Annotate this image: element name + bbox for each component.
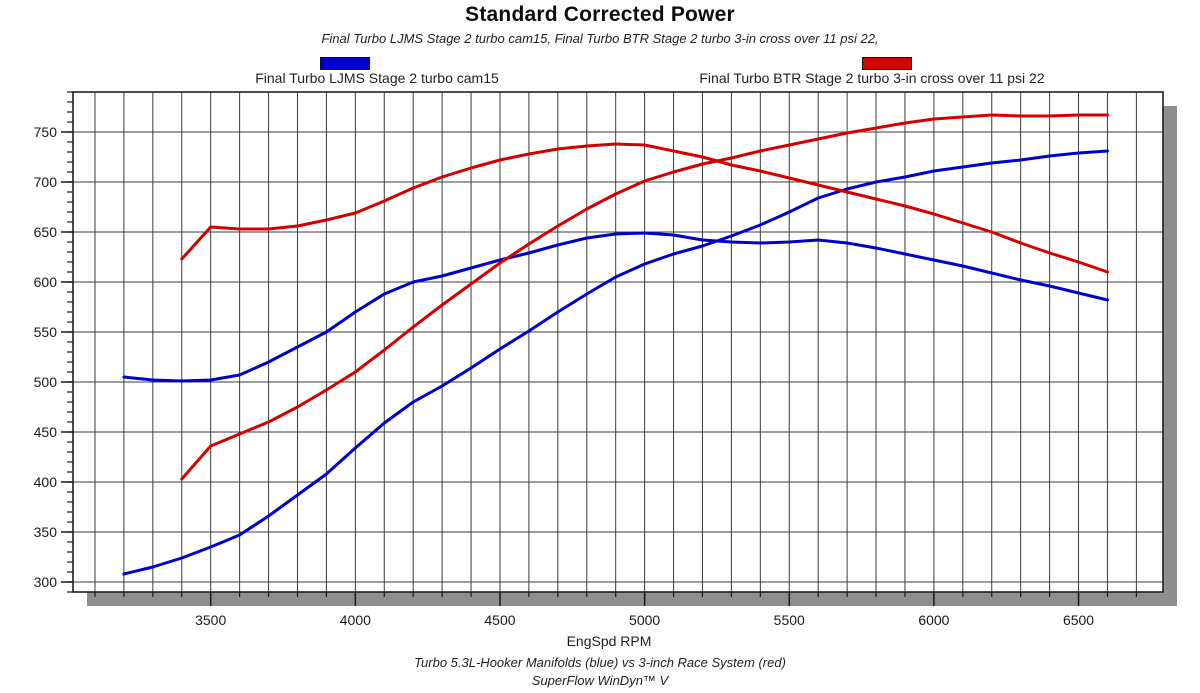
svg-text:650: 650 bbox=[34, 224, 58, 240]
svg-text:400: 400 bbox=[34, 474, 58, 490]
gridlines bbox=[73, 92, 1163, 592]
footer-comparison-note: Turbo 5.3L-Hooker Manifolds (blue) vs 3-… bbox=[414, 655, 786, 670]
legend-swatch-blue bbox=[320, 57, 370, 70]
curve-1 bbox=[122, 149, 1109, 576]
plot-frame bbox=[72, 91, 1164, 593]
svg-text:600: 600 bbox=[34, 274, 58, 290]
svg-text:450: 450 bbox=[34, 424, 58, 440]
curve-0 bbox=[122, 231, 1109, 383]
legend-label-red: Final Turbo BTR Stage 2 turbo 3-in cross… bbox=[699, 70, 1045, 86]
svg-text:5000: 5000 bbox=[629, 612, 660, 628]
legend-label-blue: Final Turbo LJMS Stage 2 turbo cam15 bbox=[255, 70, 499, 86]
svg-text:350: 350 bbox=[34, 524, 58, 540]
svg-text:4500: 4500 bbox=[484, 612, 515, 628]
svg-text:500: 500 bbox=[34, 374, 58, 390]
svg-text:550: 550 bbox=[34, 324, 58, 340]
footer-software-watermark: SuperFlow WinDyn™ V bbox=[531, 673, 669, 688]
tick-marks bbox=[61, 91, 1137, 606]
chart-title: Standard Corrected Power bbox=[465, 3, 735, 26]
legend-swatch-red bbox=[862, 57, 912, 70]
svg-text:300: 300 bbox=[34, 574, 58, 590]
tick-labels: 300 350 400 450 500 550 600 650 700 750 3500 4000 45… bbox=[34, 124, 1095, 628]
svg-text:6500: 6500 bbox=[1063, 612, 1094, 628]
svg-text:5500: 5500 bbox=[774, 612, 805, 628]
curve-3 bbox=[180, 113, 1109, 481]
plot-shadow-bottom bbox=[87, 592, 1177, 606]
svg-text:750: 750 bbox=[34, 124, 58, 140]
svg-text:700: 700 bbox=[34, 174, 58, 190]
chart-subtitle: Final Turbo LJMS Stage 2 turbo cam15, Fi… bbox=[321, 31, 879, 46]
svg-text:6000: 6000 bbox=[918, 612, 949, 628]
svg-text:4000: 4000 bbox=[340, 612, 371, 628]
plot-shadow-right bbox=[1163, 106, 1177, 606]
svg-text:3500: 3500 bbox=[195, 612, 226, 628]
x-axis-title: EngSpd RPM bbox=[566, 633, 652, 649]
curve-2 bbox=[180, 142, 1109, 274]
plot-background bbox=[73, 92, 1163, 592]
